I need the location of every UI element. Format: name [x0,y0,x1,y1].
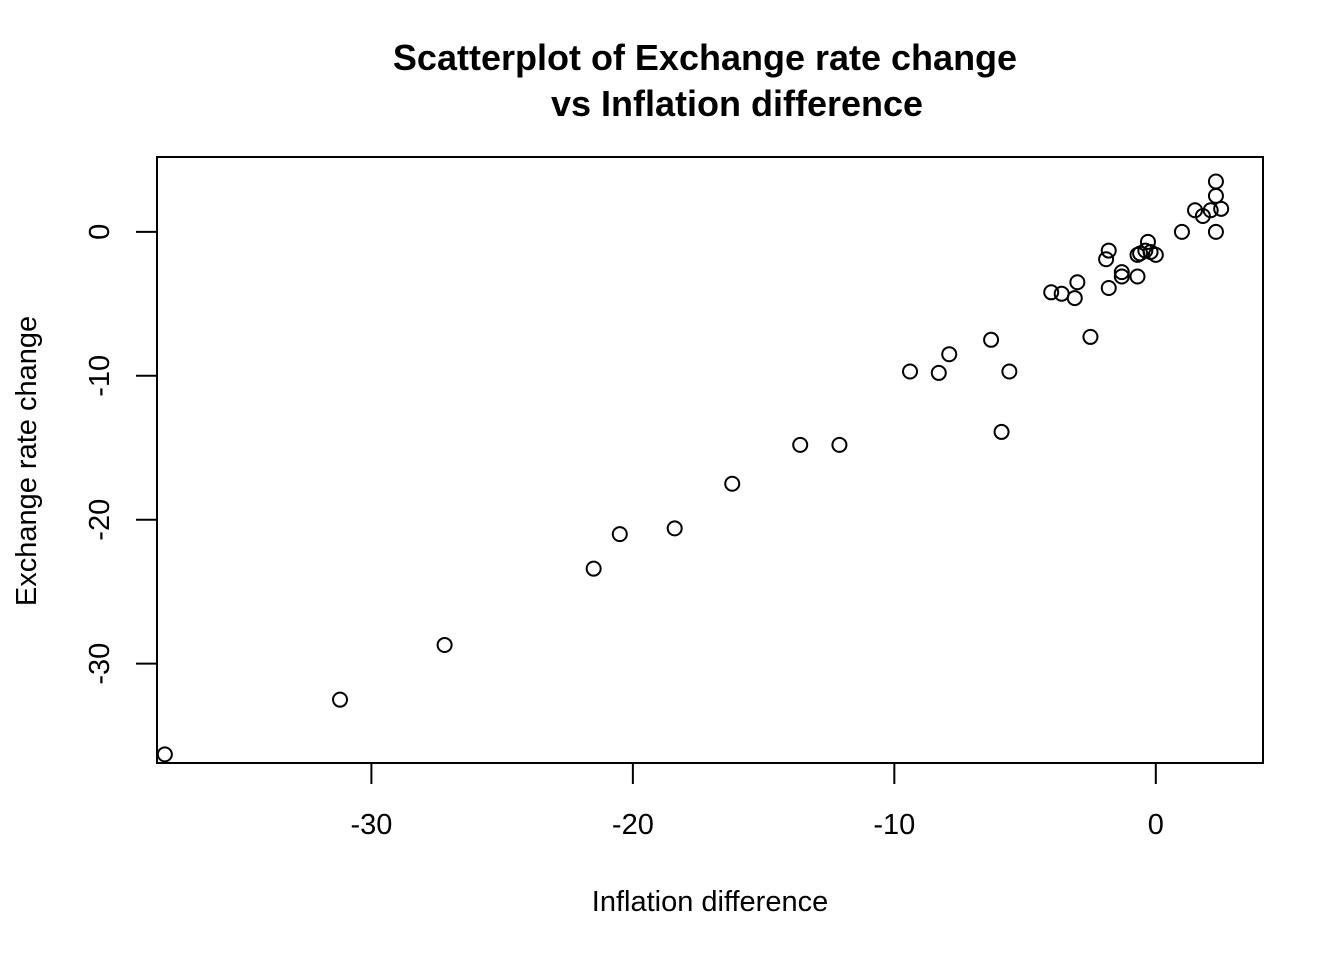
y-tick-label: -10 [84,355,116,397]
data-points [156,173,1230,763]
data-point [983,331,1000,348]
data-point [1100,279,1117,296]
y-axis: -30 -20 -10 0 [84,224,157,685]
data-point [1082,328,1099,345]
data-point [156,746,173,763]
data-point [941,346,958,363]
data-point [436,636,453,653]
data-point [1213,200,1230,217]
data-point [585,560,602,577]
data-point [930,364,947,381]
x-tick-label: -30 [350,809,392,841]
x-tick-label: -10 [873,809,915,841]
data-point [792,436,809,453]
data-point [1113,268,1130,285]
data-point [666,520,683,537]
data-point [1069,274,1086,291]
data-point [1139,233,1156,250]
data-point [1207,187,1224,204]
chart-title-line-2: vs Inflation difference [551,83,923,124]
data-point [993,423,1010,440]
data-point [902,363,919,380]
data-point [1066,290,1083,307]
data-point [1207,223,1224,240]
data-point [611,526,628,543]
data-point [1129,268,1146,285]
data-point [1100,242,1117,259]
x-axis: -30 -20 -10 0 [350,763,1164,841]
data-point [1207,173,1224,190]
data-point [1202,202,1219,219]
data-point [1001,363,1018,380]
plot-frame [156,156,1264,764]
data-point [724,475,741,492]
x-tick-label: -20 [612,809,654,841]
data-point [1113,264,1130,281]
data-point [1098,251,1115,268]
data-point [332,691,349,708]
data-point [1173,223,1190,240]
x-axis-label: Inflation difference [592,886,828,918]
data-point [831,436,848,453]
data-point [1053,285,1070,302]
y-tick-label: -30 [84,643,116,685]
y-tick-label: 0 [84,224,116,240]
y-axis-label: Exchange rate change [11,316,43,606]
chart-title-line-1: Scatterplot of Exchange rate change [393,37,1017,78]
data-point [1043,284,1060,301]
y-tick-label: -20 [84,499,116,541]
data-point [1147,246,1164,263]
x-tick-label: 0 [1148,809,1164,841]
